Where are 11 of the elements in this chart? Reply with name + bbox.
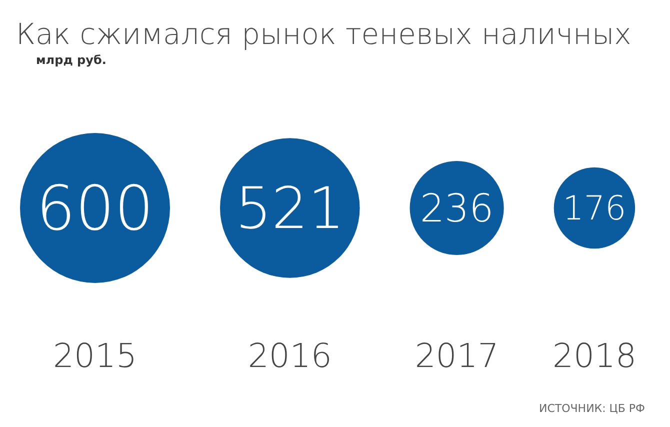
category-label: 2017 xyxy=(414,336,499,375)
category-label: 2018 xyxy=(552,336,636,375)
data-label: 236 xyxy=(420,186,494,232)
category-label: 2015 xyxy=(53,336,137,375)
text: млрд руб. xyxy=(36,53,106,67)
text: Как сжимался рынок теневых наличных xyxy=(16,17,632,51)
data-label: 600 xyxy=(36,172,154,245)
category-label: 2016 xyxy=(248,336,332,375)
text: ИСТОЧНИК: ЦБ РФ xyxy=(538,402,645,415)
data-label: 176 xyxy=(562,188,626,228)
data-label: 521 xyxy=(235,175,345,242)
